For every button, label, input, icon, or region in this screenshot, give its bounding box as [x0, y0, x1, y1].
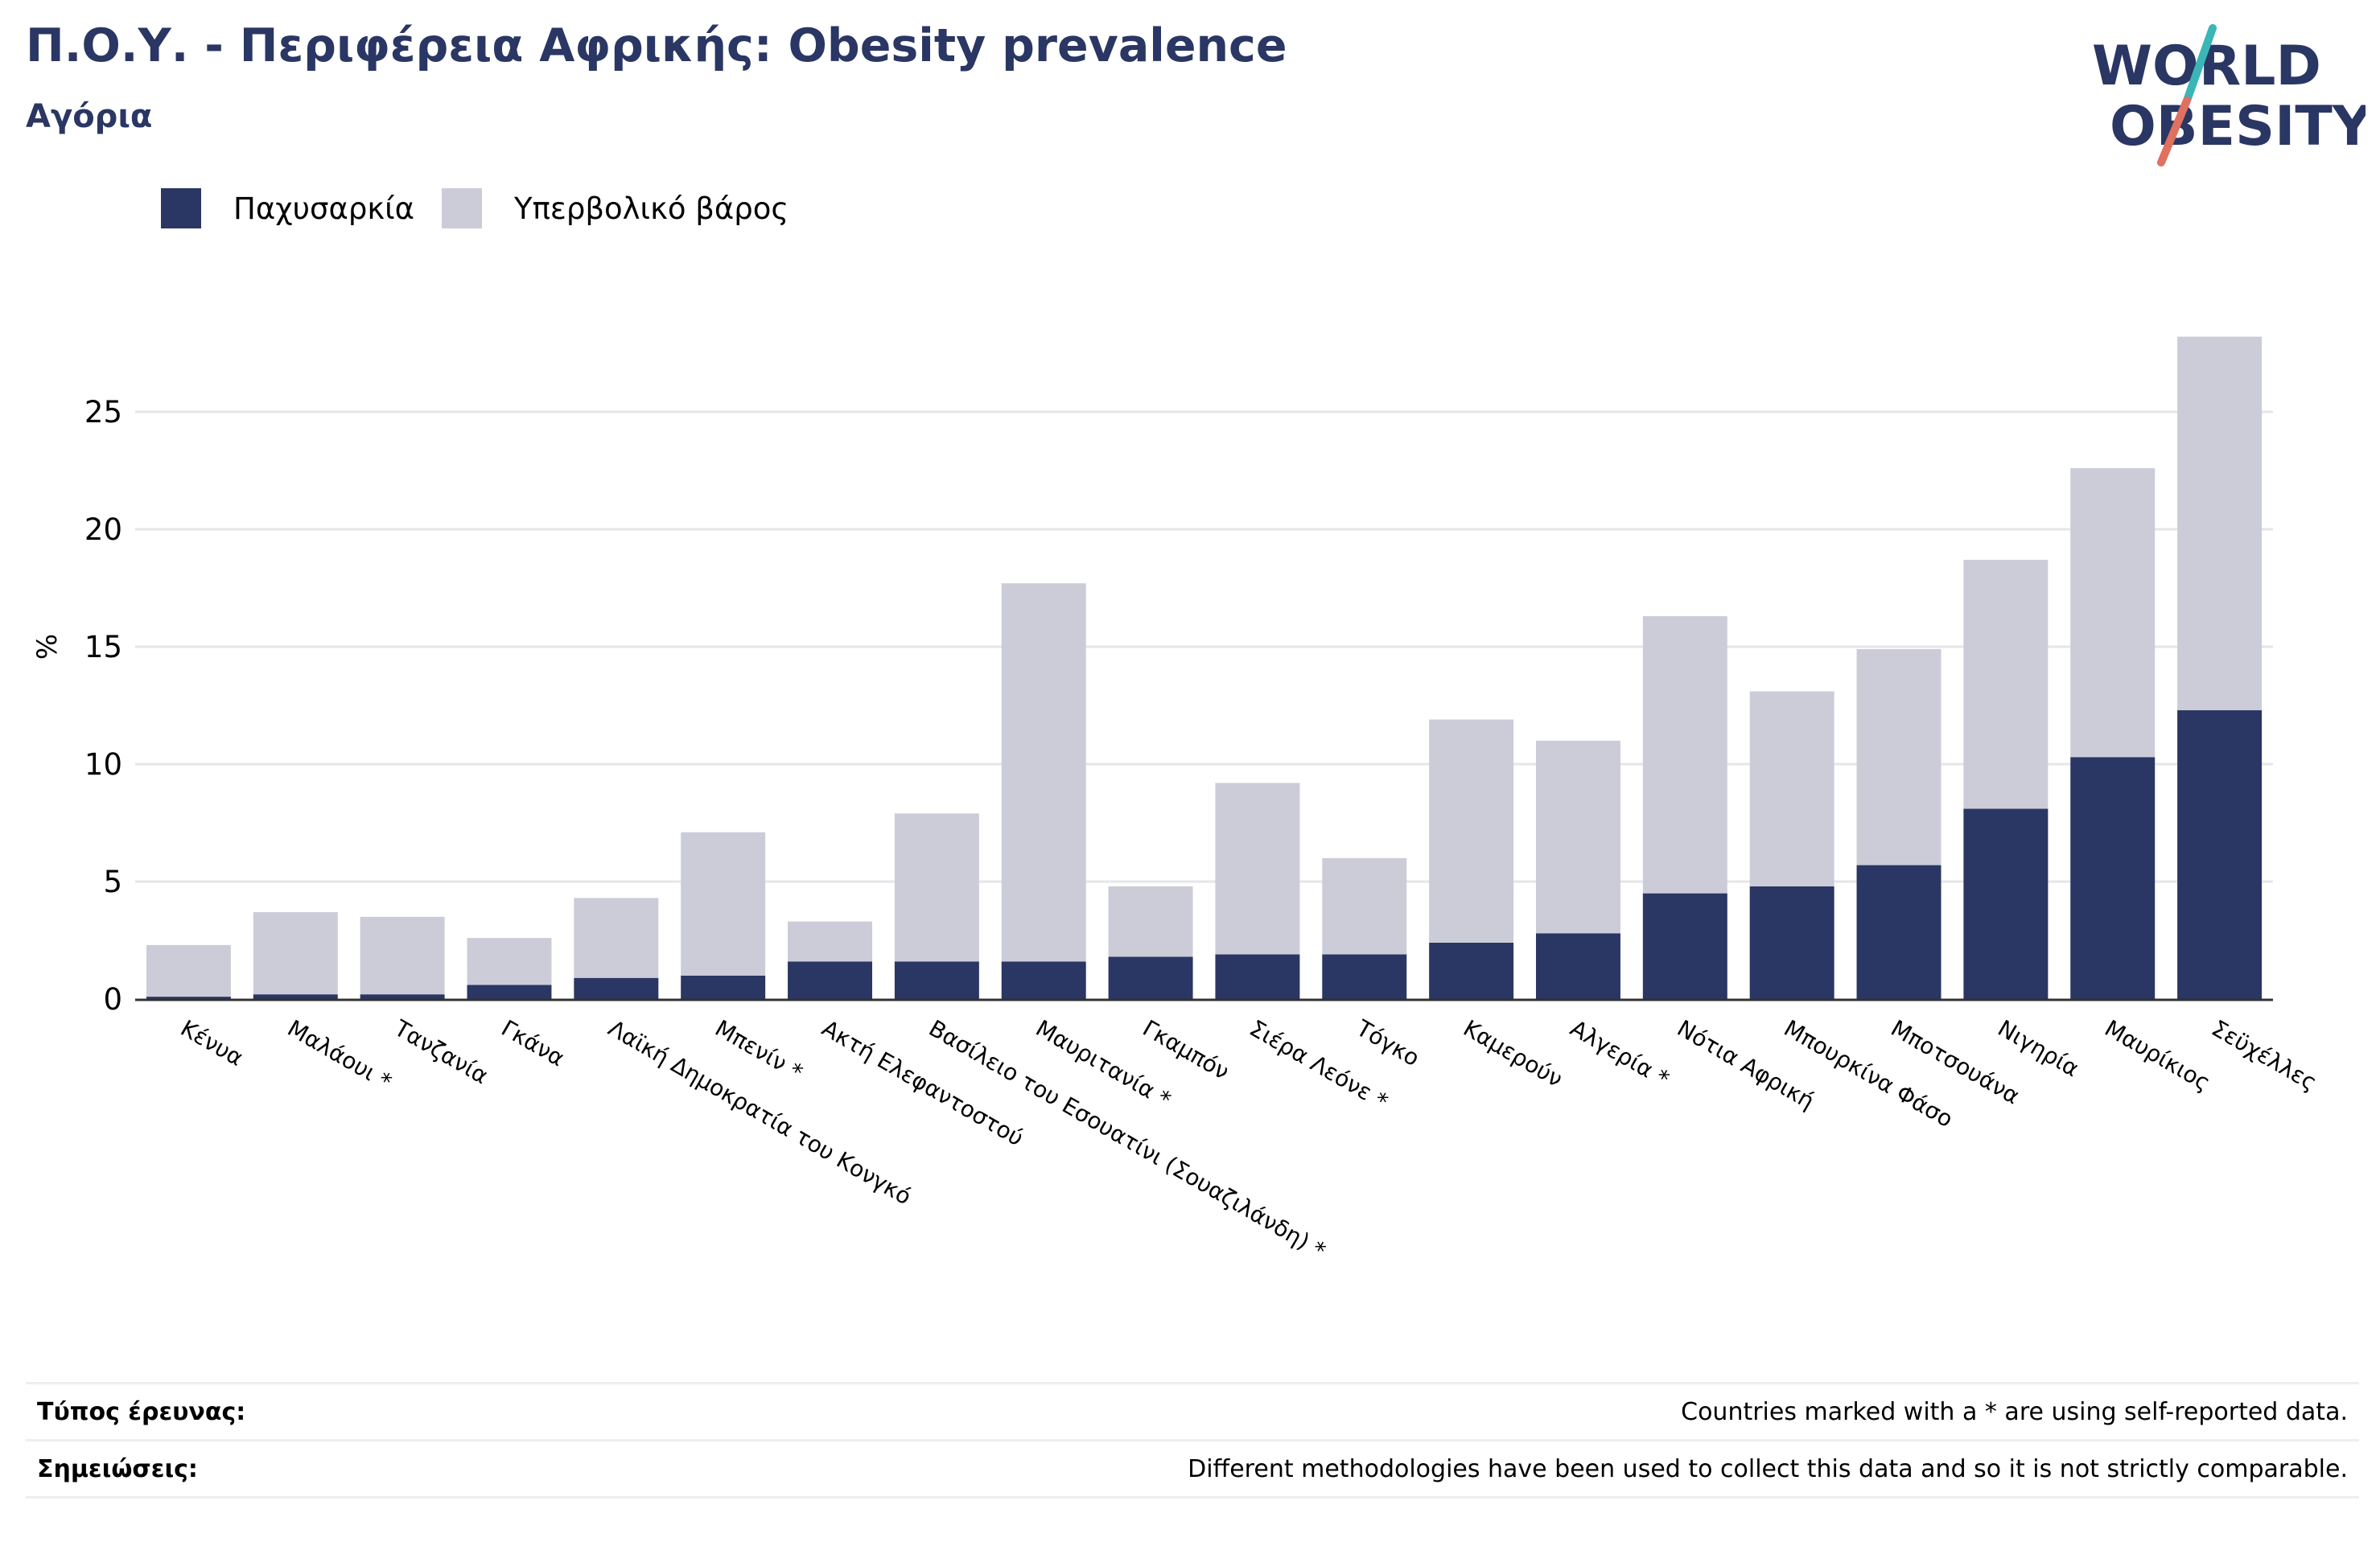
bar-overweight — [1749, 691, 1834, 886]
logo-slash-coral — [2157, 97, 2191, 167]
bar-obesity — [253, 994, 338, 999]
x-tick-label: Γκαμπόν — [1139, 1014, 1234, 1085]
logo-slash-teal — [2183, 24, 2217, 105]
y-tick-label: 15 — [84, 630, 122, 664]
x-tick-label: Μπενίν * — [710, 1014, 807, 1085]
x-tick-label: Μαυρίκιος — [2100, 1014, 2215, 1096]
footer-survey-row: Τύπος έρευνας: Countries marked with a *… — [26, 1382, 2359, 1439]
bar-overweight — [1322, 857, 1407, 955]
x-tick-label: Νιγηρία — [1993, 1014, 2083, 1082]
legend-label-obesity: Παχυσαρκία — [233, 191, 415, 226]
bar-obesity — [467, 985, 552, 999]
bar-overweight — [2070, 468, 2156, 758]
bar-overweight — [1535, 740, 1620, 934]
world-obesity-logo: WORLD OBESITY — [2092, 24, 2366, 167]
x-tick-label: Τανζανία — [389, 1014, 493, 1089]
y-axis-label: % — [31, 634, 64, 660]
bar-overweight — [574, 898, 659, 978]
bar-overweight — [894, 813, 979, 962]
bar-obesity — [681, 975, 766, 999]
bar-obesity — [1108, 956, 1193, 999]
x-tick-label: Ακτή Ελεφαντοστού — [817, 1014, 1028, 1151]
bar-overweight — [2177, 336, 2263, 710]
bar-obesity — [1322, 954, 1407, 999]
legend-swatch-overweight — [442, 188, 483, 228]
legend-swatch-obesity — [161, 188, 201, 228]
bar-obesity — [2177, 709, 2263, 999]
bar-overweight — [467, 938, 552, 985]
bar-overweight — [1642, 616, 1727, 894]
bar-obesity — [1856, 865, 1941, 999]
bar-overweight — [788, 921, 873, 962]
bar-obesity — [1963, 808, 2049, 999]
bar-overweight — [360, 916, 445, 995]
survey-type-text: Countries marked with a * are using self… — [1681, 1397, 2348, 1426]
x-tick-label: Μαλάουι * — [283, 1014, 397, 1095]
y-tick-label: 5 — [103, 865, 122, 899]
x-tick-label: Βασίλειο του Εσουατίνι (Σουαζιλάνδη) * — [924, 1014, 1330, 1264]
bar-overweight — [1215, 783, 1300, 955]
bar-overweight — [1963, 559, 2049, 809]
bar-overweight — [146, 944, 231, 997]
x-tick-label: Αλγερία * — [1566, 1014, 1674, 1092]
bar-obesity — [788, 961, 873, 999]
chart-legend: Παχυσαρκία Υπερβολικό βάρος — [161, 187, 816, 230]
x-tick-label: Κένυα — [176, 1014, 248, 1071]
bar-obesity — [1215, 954, 1300, 999]
x-tick-label: Γκάνα — [496, 1014, 569, 1071]
x-tick-label: Καμερούν — [1459, 1014, 1567, 1092]
notes-text: Different methodologies have been used t… — [1188, 1454, 2348, 1483]
y-tick-label: 0 — [103, 982, 122, 1017]
bar-obesity — [894, 961, 979, 999]
bar-obesity — [1429, 942, 1514, 999]
bar-obesity — [1001, 961, 1086, 999]
bar-overweight — [1001, 583, 1086, 962]
bar-obesity — [1749, 886, 1834, 999]
bar-obesity — [1535, 933, 1620, 999]
y-tick-label: 25 — [84, 395, 122, 430]
legend-item-overweight: Υπερβολικό βάρος — [442, 188, 789, 228]
y-tick-label: 10 — [84, 747, 122, 782]
x-tick-label: Σεϋχέλλες — [2207, 1014, 2321, 1096]
bar-obesity — [146, 997, 231, 999]
chart-subtitle: Αγόρια — [26, 98, 153, 135]
bar-overweight — [253, 911, 338, 995]
bar-overweight — [1429, 719, 1514, 943]
survey-type-label: Τύπος έρευνας: — [37, 1397, 246, 1426]
notes-label: Σημειώσεις: — [37, 1454, 198, 1483]
legend-item-obesity: Παχυσαρκία — [161, 188, 414, 228]
legend-label-overweight: Υπερβολικό βάρος — [514, 191, 789, 226]
bar-overweight — [1108, 886, 1193, 957]
bar-obesity — [2070, 757, 2156, 999]
footer-notes-row: Σημειώσεις: Different methodologies have… — [26, 1439, 2359, 1499]
bar-overweight — [1856, 648, 1941, 866]
y-tick-label: 20 — [84, 512, 122, 547]
bar-obesity — [360, 994, 445, 999]
chart-title: Π.Ο.Υ. - Περιφέρεια Αφρικής: Obesity pre… — [26, 19, 1287, 72]
bar-overweight — [681, 832, 766, 976]
bar-obesity — [1642, 893, 1727, 999]
x-tick-label: Τόγκο — [1351, 1014, 1423, 1071]
logo-text-obesity: OBESITY — [2110, 95, 2366, 158]
bar-obesity — [574, 977, 659, 999]
